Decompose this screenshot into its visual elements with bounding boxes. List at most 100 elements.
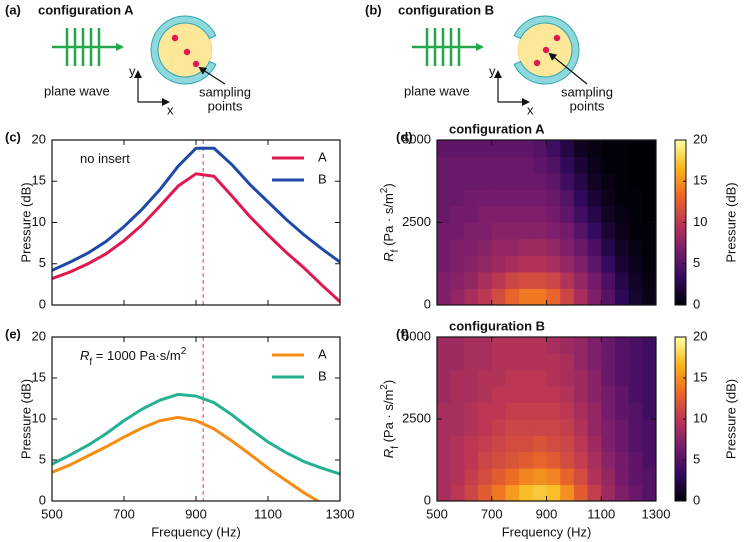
heat-cell [478,451,493,469]
colorbar-strip [675,142,686,146]
text-part: (Pa · s/m [381,390,396,446]
heat-cell [614,353,630,371]
y-tick-label: 15 [32,173,46,188]
heat-cell [464,189,479,207]
heat-cell [478,272,493,289]
heat-cell [450,140,465,157]
heat-cell [519,369,534,387]
heat-cell [450,239,465,256]
colorbar-strip [675,236,686,240]
colorbar-strip [675,181,686,185]
heat-cell [642,468,657,485]
heat-cell [437,402,452,420]
heat-cell [546,173,561,190]
colorbar-strip [675,432,686,436]
points-label: sampling [561,84,613,99]
x-tick-label: 500 [426,506,448,521]
plot-frame [436,139,657,306]
colorbar-strip [675,470,686,475]
heat-cell [587,451,602,469]
heat-cell [437,369,452,387]
heat-cell [642,173,657,190]
heat-cell [450,386,465,403]
colorbar-strip [675,164,686,168]
heat-cell [464,255,479,273]
colorbar-strip [675,145,686,149]
colorbar-strip [675,383,686,387]
heat-cell [437,353,452,371]
heat-cell [587,468,602,485]
heat-cell [628,435,643,453]
heat-cell [505,353,520,371]
colorbar-strip [675,372,686,376]
heat-cell [642,353,657,371]
text-part: 2 [181,346,187,357]
heat-cell [601,402,616,420]
text-part: R [80,348,89,363]
colorbar-strip [675,225,686,229]
heat-cell [519,451,534,469]
points-label: points [208,98,243,113]
heat-cell [587,402,602,420]
panel-label: (e) [5,326,21,341]
y-tick-label: 5000 [402,131,431,146]
text-part: f [390,249,401,252]
heat-cell [450,272,465,289]
heat-cell [464,386,479,403]
heat-cell [505,484,520,502]
heat-cell [573,173,588,190]
heat-cell [628,239,643,256]
colorbar-strip [675,454,686,458]
panel-label: (a) [5,2,21,17]
axis-name: y [489,63,496,78]
heat-cell [437,484,452,502]
colorbar-strip [675,184,686,188]
heat-cell [505,140,520,157]
colorbar-strip [675,416,686,420]
colorbar-strip [675,429,686,434]
colorbar-strip [675,222,686,226]
heat-cell [464,156,479,174]
colorbar-strip [675,211,686,215]
heat-cell [601,484,616,502]
heat-cell [519,222,534,240]
heat-cell [628,386,643,403]
heat-cell [614,239,630,256]
heat-cell [587,173,602,190]
heat-cell [464,288,479,306]
heat-cell [573,484,588,502]
heat-cell [437,189,452,207]
x-axis-label: Frequency (Hz) [151,524,241,539]
colorbar-strip [675,451,686,455]
heat-cell [437,255,452,273]
colorbar-strip [675,239,686,243]
heat-cell [628,369,643,387]
colorbar-strip [675,367,686,371]
y-axis-label: Pressure (dB) [18,379,33,459]
heat-cell [478,239,493,256]
heat-cell [614,435,630,453]
insert-ring [513,15,580,85]
heat-cell [546,369,561,387]
heat-cell [587,255,602,273]
colorbar-strip [675,258,686,262]
heat-cell [587,337,602,354]
sampling-point [553,34,561,42]
colorbar-strip [675,339,686,343]
colorbar-strip [675,280,686,284]
heat-cell [546,337,561,354]
heat-cell [587,239,602,256]
heat-cell [642,255,657,273]
heat-cell [642,222,657,240]
heat-cell [505,222,520,240]
heat-cell [628,272,643,289]
colorbar-strip [675,465,686,469]
x-tick-label: 700 [113,506,135,521]
series-line [52,172,340,303]
heat-cell [628,337,643,354]
colorbar-strip [675,277,686,281]
heat-cell [573,156,588,174]
heat-cell [560,156,575,174]
heat-cell [601,468,616,485]
x-tick-label: 900 [536,506,558,521]
